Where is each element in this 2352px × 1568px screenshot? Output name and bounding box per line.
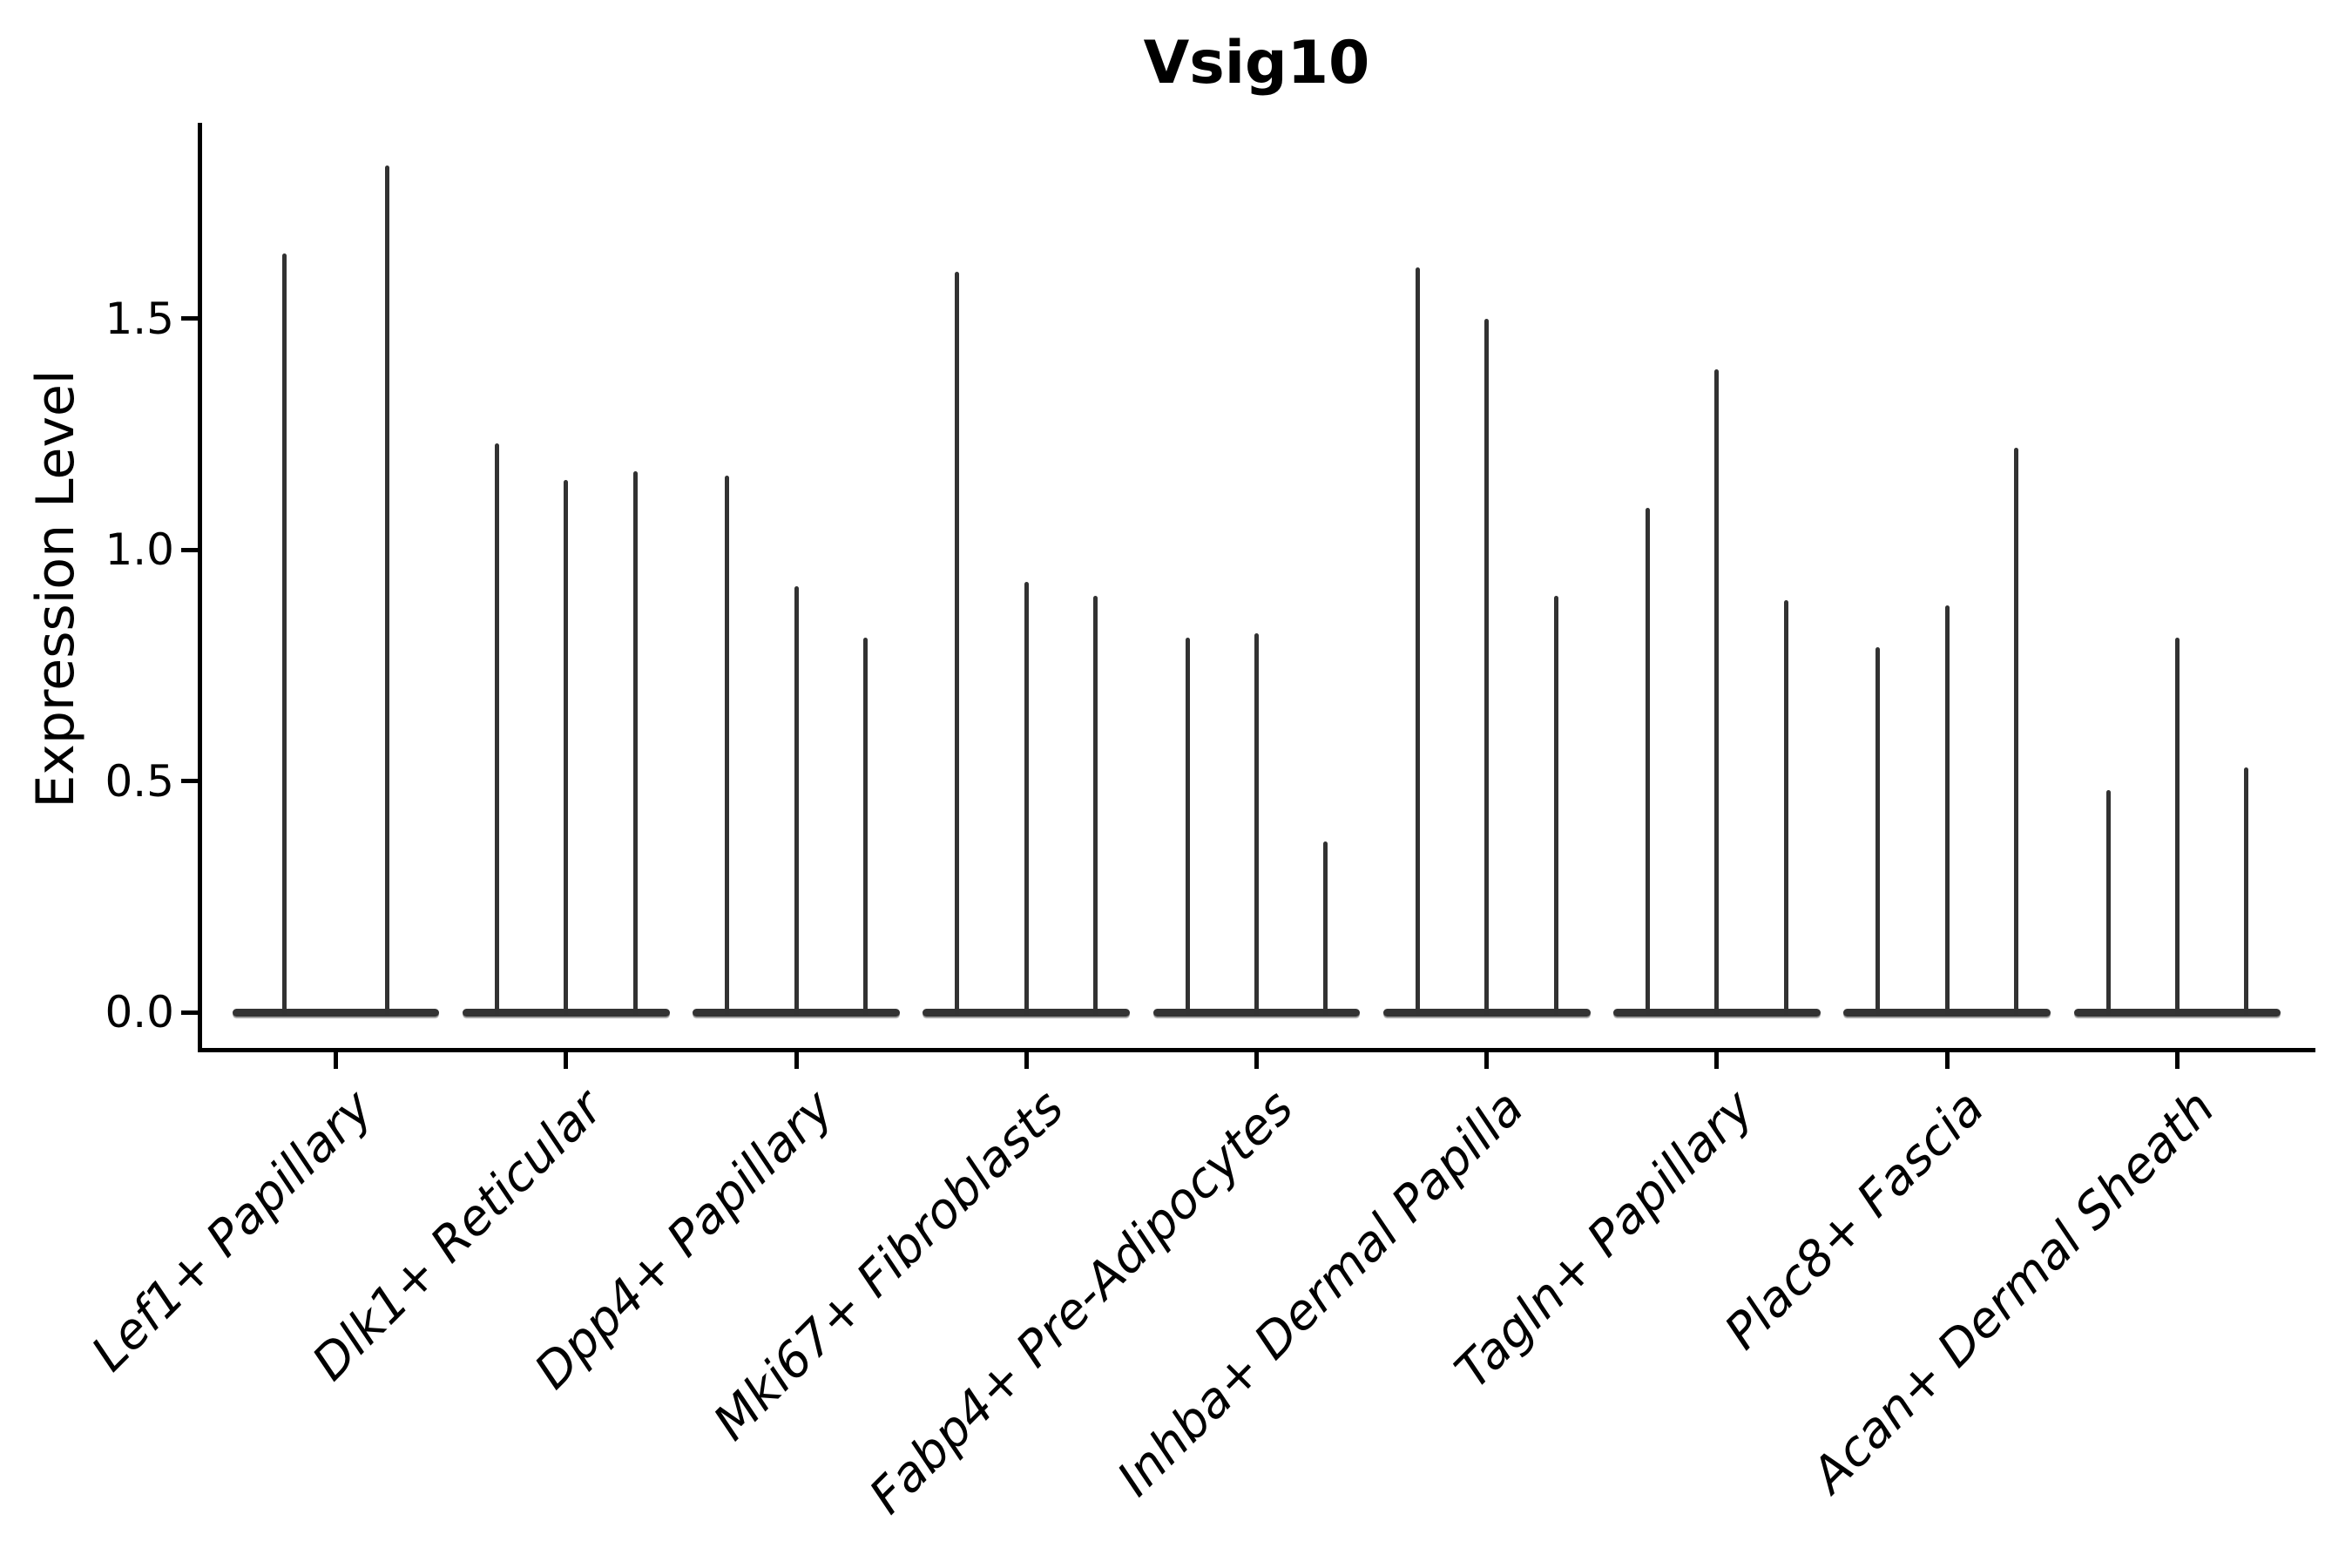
violin-spike [1944, 605, 1950, 1015]
x-tick-mark [334, 1052, 339, 1069]
violin-spike [2013, 448, 2018, 1015]
violin-spike [2105, 790, 2111, 1015]
violin-spike [1415, 267, 1420, 1015]
violin-spike [1553, 596, 1558, 1015]
violin-spike [2244, 767, 2249, 1015]
y-tick-label: 0.5 [105, 755, 174, 807]
y-tick-label: 0.0 [105, 987, 174, 1037]
violin-spike [281, 253, 287, 1015]
x-tick-mark [1254, 1052, 1259, 1069]
violin-spike [2174, 637, 2180, 1015]
violin-spike [862, 637, 868, 1015]
violin-spike [1024, 582, 1029, 1015]
y-axis-label: Expression Level [25, 369, 86, 808]
violin-spike [1646, 508, 1651, 1015]
violin-spike [1323, 841, 1328, 1015]
x-tick-mark [794, 1052, 799, 1069]
plot-area [198, 123, 2315, 1052]
y-tick-label: 1.5 [105, 293, 174, 344]
y-tick-mark [181, 1010, 198, 1015]
violin-spike [1876, 646, 1881, 1015]
y-tick-mark [181, 316, 198, 321]
violin-spike [564, 480, 569, 1015]
violin-spike [725, 476, 730, 1015]
violin-spike [794, 586, 799, 1015]
x-tick-label: Inhba+ Dermal Papilla [1106, 1079, 1535, 1508]
x-tick-mark [564, 1052, 569, 1069]
violin-base [232, 1008, 440, 1017]
x-tick-mark [1944, 1052, 1950, 1069]
violin-spike [1484, 318, 1490, 1015]
violin-spike [1783, 600, 1788, 1015]
violin-spike [1254, 632, 1259, 1015]
y-tick-mark [181, 779, 198, 783]
violin-spike [1714, 368, 1720, 1015]
x-tick-mark [1484, 1052, 1490, 1069]
x-tick-mark [1024, 1052, 1029, 1069]
chart-title: Vsig10 [1143, 29, 1370, 98]
violin-spike [1185, 637, 1190, 1015]
violin-spike [385, 166, 390, 1015]
x-tick-label: Acan+ Dermal Sheath [1801, 1079, 2226, 1504]
violin-spike [495, 443, 499, 1015]
x-tick-label: Fabp4+ Pre-Adipocytes [859, 1079, 1305, 1525]
violin-spike [1093, 596, 1098, 1015]
y-tick-mark [181, 547, 198, 552]
x-tick-mark [2174, 1052, 2180, 1069]
x-tick-mark [1714, 1052, 1720, 1069]
y-tick-label: 1.0 [105, 524, 174, 575]
violin-spike [632, 470, 638, 1015]
violin-spike [955, 272, 960, 1015]
